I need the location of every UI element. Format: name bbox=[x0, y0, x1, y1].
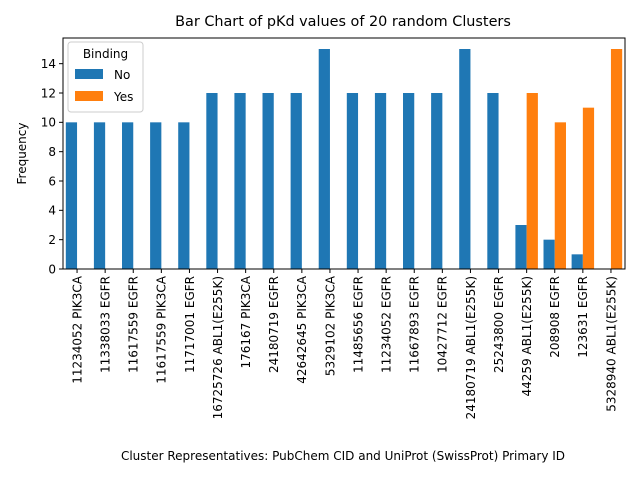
x-tick-label-1: 11338033 EGFR bbox=[98, 276, 112, 373]
bar-no-5 bbox=[206, 93, 218, 269]
bar-yes-18 bbox=[582, 107, 595, 270]
y-tick-label-3: 6 bbox=[48, 174, 56, 188]
bar-no-15 bbox=[487, 93, 499, 269]
bar-no-12 bbox=[403, 93, 415, 269]
chart-title: Bar Chart of pKd values of 20 random Clu… bbox=[175, 14, 511, 30]
bar-no-11 bbox=[374, 93, 387, 269]
bar-no-14 bbox=[459, 49, 471, 269]
bar-yes-16 bbox=[526, 93, 538, 269]
y-axis: 0 2 4 6 8 10 12 14 bbox=[41, 57, 63, 276]
x-axis: 11234052 PIK3CA 11338033 EGFR 11617559 EGF… bbox=[70, 269, 618, 419]
y-tick-label-6: 12 bbox=[41, 86, 56, 100]
bar-no-2 bbox=[122, 122, 134, 269]
x-tick-label-18: 123631 EGFR bbox=[576, 276, 590, 358]
bar-no-16 bbox=[515, 225, 527, 269]
plot-frame bbox=[62, 37, 626, 270]
x-tick-label-17: 208908 EGFR bbox=[548, 276, 562, 358]
bar-yes-17 bbox=[554, 122, 566, 269]
bar-no-7 bbox=[262, 93, 274, 269]
legend-label-no: No bbox=[114, 68, 130, 82]
x-tick-label-5: 16725726 ABL1(E255K) bbox=[211, 276, 225, 419]
bars-group bbox=[65, 49, 623, 270]
x-tick-label-10: 11485656 EGFR bbox=[351, 276, 365, 373]
bar-no-18 bbox=[571, 254, 583, 269]
x-tick-label-2: 11617559 EGFR bbox=[127, 276, 141, 373]
x-axis-label: Cluster Representatives: PubChem CID and… bbox=[121, 449, 565, 463]
y-tick-label-1: 2 bbox=[48, 233, 56, 247]
x-tick-label-8: 42642645 PIK3CA bbox=[295, 275, 309, 384]
y-tick-label-7: 14 bbox=[41, 57, 56, 71]
bar-yes-19 bbox=[610, 49, 623, 269]
x-tick-label-0: 11234052 PIK3CA bbox=[70, 275, 84, 384]
x-tick-label-13: 10427712 EGFR bbox=[436, 276, 450, 373]
legend-swatch-yes bbox=[75, 91, 103, 101]
bar-no-17 bbox=[543, 239, 555, 269]
bar-no-9 bbox=[318, 49, 330, 269]
y-tick-label-4: 8 bbox=[48, 145, 56, 159]
bar-no-3 bbox=[150, 122, 162, 269]
bar-no-6 bbox=[234, 93, 246, 269]
x-tick-label-16: 44259 ABL1(E255K) bbox=[520, 276, 534, 396]
x-tick-label-11: 11234052 EGFR bbox=[379, 276, 393, 373]
bar-no-0 bbox=[65, 122, 78, 269]
x-tick-label-7: 24180719 EGFR bbox=[267, 276, 281, 373]
x-tick-label-19: 5328940 ABL1(E255K) bbox=[604, 276, 618, 412]
x-tick-label-6: 176167 PIK3CA bbox=[239, 275, 253, 368]
y-tick-label-0: 0 bbox=[48, 262, 56, 276]
legend-swatch-no bbox=[75, 69, 103, 79]
y-axis-label: Frequency bbox=[15, 123, 29, 185]
x-tick-label-14: 24180719 ABL1(E255K) bbox=[464, 276, 478, 419]
y-tick-label-2: 4 bbox=[48, 204, 56, 218]
legend-label-yes: Yes bbox=[113, 90, 133, 104]
y-tick-label-5: 10 bbox=[41, 116, 56, 130]
bar-no-1 bbox=[93, 122, 106, 269]
x-tick-label-9: 5329102 PIK3CA bbox=[323, 275, 337, 376]
x-tick-label-12: 11667893 EGFR bbox=[408, 276, 422, 373]
x-tick-label-3: 11617559 PIK3CA bbox=[155, 275, 169, 384]
x-tick-label-15: 25243800 EGFR bbox=[492, 276, 506, 373]
bar-no-10 bbox=[346, 93, 359, 269]
legend-title: Binding bbox=[83, 47, 128, 61]
x-tick-label-4: 11717001 EGFR bbox=[183, 276, 197, 373]
bar-no-8 bbox=[290, 93, 302, 269]
bar-no-13 bbox=[431, 93, 443, 269]
bar-no-4 bbox=[178, 122, 190, 269]
legend: Binding No Yes bbox=[67, 41, 144, 113]
